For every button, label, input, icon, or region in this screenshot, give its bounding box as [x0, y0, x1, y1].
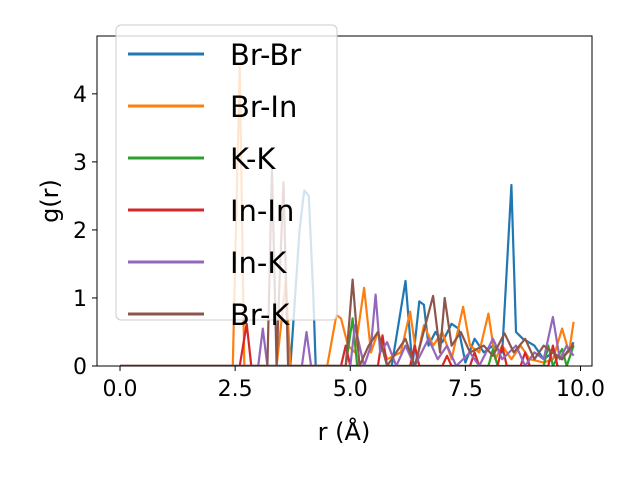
- legend: Br-Br Br-In K-K In-In In-K Br-K: [115, 24, 338, 332]
- y-tick-label: 3: [73, 151, 87, 176]
- plot-frame: [96, 35, 593, 367]
- y-axis-label: g(r): [36, 179, 64, 223]
- y-tick-label: 2: [73, 219, 87, 244]
- legend-label-br-in: Br-In: [230, 90, 297, 124]
- y-tick-label: 4: [73, 83, 87, 108]
- legend-label-br-br: Br-Br: [230, 38, 301, 72]
- legend-label-in-k: In-K: [230, 246, 287, 280]
- x-tick-label: 5.0: [333, 377, 368, 402]
- series-line-k-k: [120, 317, 575, 366]
- x-tick-label: 7.5: [448, 377, 483, 402]
- legend-label-k-k: K-K: [230, 142, 276, 176]
- x-tick-label: 10.0: [556, 377, 605, 402]
- y-tick-label: 0: [73, 355, 87, 380]
- y-axis: 0 1 2 3 4: [73, 83, 97, 380]
- x-axis: 0.0 2.5 5.0 7.5 10.0: [103, 366, 605, 402]
- legend-box: [115, 24, 338, 321]
- x-axis-label: r (Å): [318, 417, 371, 446]
- x-tick-label: 0.0: [103, 377, 138, 402]
- y-tick-label: 1: [73, 287, 87, 312]
- x-tick-label: 2.5: [218, 377, 253, 402]
- series-line-in-k: [120, 293, 575, 366]
- legend-label-in-in: In-In: [230, 194, 294, 228]
- legend-label-br-k: Br-K: [230, 298, 290, 332]
